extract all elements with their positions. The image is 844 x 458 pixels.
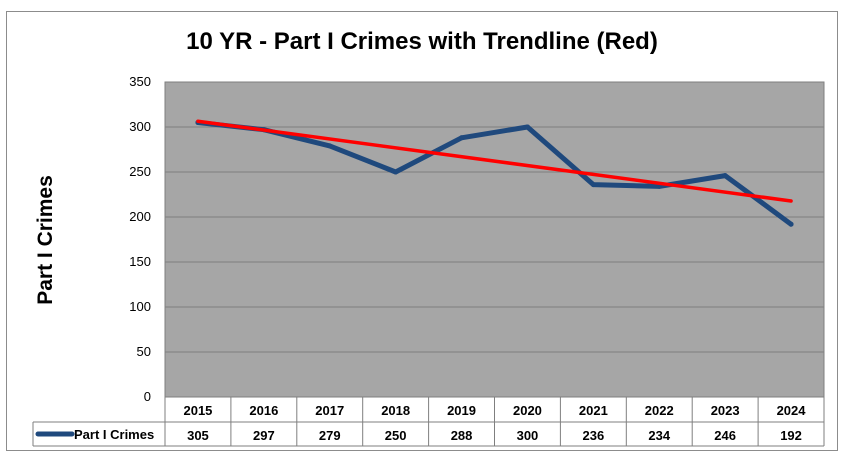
table-value: 250	[385, 428, 407, 443]
y-tick-label: 150	[129, 254, 151, 269]
data-point	[393, 169, 399, 175]
data-point	[524, 124, 530, 130]
y-tick-label: 350	[129, 74, 151, 89]
legend-label: Part I Crimes	[74, 427, 154, 442]
category-label: 2018	[381, 403, 410, 418]
data-point	[327, 143, 333, 149]
table-value: 192	[780, 428, 802, 443]
table-value: 279	[319, 428, 341, 443]
category-label: 2016	[249, 403, 278, 418]
table-value: 288	[451, 428, 473, 443]
y-tick-label: 0	[144, 389, 151, 404]
table-value: 297	[253, 428, 275, 443]
category-label: 2020	[513, 403, 542, 418]
y-tick-label: 250	[129, 164, 151, 179]
data-point	[590, 182, 596, 188]
category-label: 2017	[315, 403, 344, 418]
y-tick-label: 50	[137, 344, 151, 359]
table-value: 234	[648, 428, 670, 443]
table-value: 300	[517, 428, 539, 443]
category-label: 2023	[711, 403, 740, 418]
data-point	[459, 135, 465, 141]
category-label: 2019	[447, 403, 476, 418]
chart-title: 10 YR - Part I Crimes with Trendline (Re…	[186, 28, 658, 55]
table-value: 246	[714, 428, 736, 443]
category-label: 2024	[777, 403, 807, 418]
data-point	[722, 173, 728, 179]
data-point	[788, 221, 794, 227]
y-tick-label: 300	[129, 119, 151, 134]
category-label: 2022	[645, 403, 674, 418]
trendline	[196, 119, 793, 203]
table-value: 236	[582, 428, 604, 443]
y-tick-label: 100	[129, 299, 151, 314]
category-label: 2021	[579, 403, 608, 418]
series-line	[195, 120, 794, 227]
table-value: 305	[187, 428, 209, 443]
y-tick-label: 200	[129, 209, 151, 224]
category-label: 2015	[183, 403, 212, 418]
